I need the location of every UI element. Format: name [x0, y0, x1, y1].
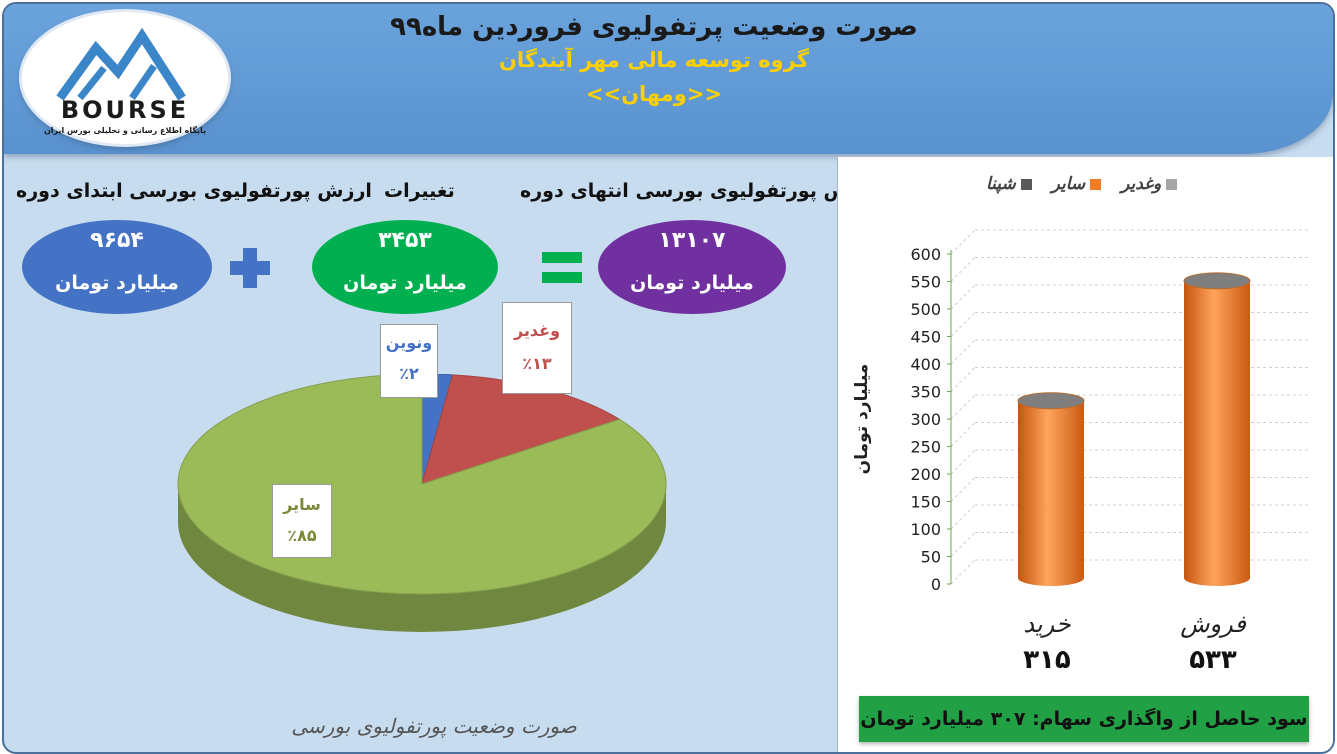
grid-side-line — [950, 339, 976, 365]
y-tick-label: 300 — [910, 410, 941, 429]
start-value-oval: ۹۶۵۴ میلیارد تومان — [22, 220, 212, 314]
callout-vghadir-name: وغدیر — [513, 321, 561, 340]
equals-icon — [540, 248, 584, 292]
y-tick-label: 100 — [910, 520, 941, 539]
realized-profit-banner: سود حاصل از واگذاری سهام: ۳۰۷ میلیارد تو… — [859, 696, 1309, 742]
bar-1 — [1184, 280, 1250, 586]
grid-side-line — [950, 422, 976, 447]
y-tick-label: 0 — [931, 575, 941, 594]
bar-top-0 — [1017, 392, 1085, 410]
grid-side-line — [950, 449, 976, 475]
y-tick-label: 350 — [910, 383, 941, 402]
header-banner: BOURSE پایگاه اطلاع رسانی و تحلیلی بورس … — [4, 4, 1333, 154]
bar-value-label-0: ۳۱۵ — [1023, 645, 1071, 675]
y-tick-label: 250 — [910, 438, 941, 457]
y-tick-label: 200 — [910, 465, 941, 484]
grid-side-line — [950, 257, 976, 282]
callout-sayer: سایر ٪۸۵ — [272, 484, 332, 558]
callout-sayer-pct: ٪۸۵ — [287, 526, 317, 545]
y-tick-label: 450 — [910, 328, 941, 347]
x-category-label-0: خرید — [1023, 610, 1071, 638]
change-value-unit: میلیارد تومان — [343, 272, 467, 294]
pie-side-2 — [178, 484, 666, 632]
bar-value-label-1: ۵۳۳ — [1189, 645, 1237, 675]
bar-0 — [1018, 400, 1084, 586]
start-value-unit: میلیارد تومان — [55, 272, 179, 294]
callout-vnovin: ونوین ٪۲ — [380, 324, 438, 398]
grid-side-line — [950, 367, 976, 392]
bar-chart-panel — [837, 157, 1333, 752]
change-value-oval: ۳۴۵۳ میلیارد تومان — [312, 220, 498, 314]
y-tick-label: 150 — [910, 493, 941, 512]
legend-label-sayer: سایر — [1051, 174, 1086, 194]
grid-side-line — [950, 532, 976, 557]
y-tick-label: 50 — [921, 548, 941, 567]
logo-tagline: پایگاه اطلاع رسانی و تحلیلی بورس ایران — [44, 125, 206, 136]
x-category-label-1: فروش — [1180, 610, 1246, 638]
bar-legend: وغدیر سایر شپنا — [986, 174, 1178, 194]
grid-side-line — [950, 229, 976, 255]
plus-icon — [228, 246, 272, 294]
legend-item-sayer: سایر — [1052, 174, 1102, 194]
grid-side-line — [950, 477, 976, 502]
callout-sayer-name: سایر — [283, 495, 321, 514]
callout-vghadir: وغدیر ٪۱۳ — [502, 302, 572, 394]
change-label: تغییرات — [384, 180, 455, 202]
grid-side-line — [950, 559, 976, 585]
grid-side-line — [950, 394, 976, 420]
end-value-unit: میلیارد تومان — [630, 272, 754, 294]
end-value: ۱۳۱۰۷ — [658, 228, 726, 253]
pie-caption: صورت وضعیت پورتفولیوی بورسی — [291, 714, 577, 738]
y-tick-label: 550 — [910, 273, 941, 292]
grid-side-line — [950, 312, 976, 337]
legend-swatch-shapna — [1020, 178, 1032, 190]
y-tick-label: 600 — [910, 245, 941, 264]
bourse-logo: BOURSE پایگاه اطلاع رسانی و تحلیلی بورس … — [22, 12, 228, 144]
end-value-label: ارزش پورتفولیوی بورسی انتهای دوره — [520, 180, 879, 202]
trade-bar-chart: 0 50 100 150 200 250 300 350 400 450 500 550 600 میلی… — [852, 229, 1309, 675]
grid-side-line — [950, 504, 976, 530]
logo-wordmark: BOURSE — [61, 96, 189, 124]
legend-swatch-sayer — [1090, 178, 1102, 190]
start-value: ۹۶۵۴ — [90, 228, 144, 253]
callout-vghadir-pct: ٪۱۳ — [522, 354, 552, 373]
legend-item-shapna: شپنا — [986, 174, 1032, 194]
legend-item-vghadir: وغدیر — [1121, 174, 1178, 194]
legend-label-shapna: شپنا — [986, 174, 1016, 194]
legend-label-vghadir: وغدیر — [1121, 174, 1162, 194]
legend-swatch-vghadir — [1166, 178, 1178, 190]
y-tick-label: 500 — [910, 300, 941, 319]
grid-side-line — [950, 284, 976, 310]
page-title: صورت وضعیت پرتفولیوی فروردین ماه۹۹ — [390, 12, 918, 42]
bar-top-1 — [1183, 272, 1251, 290]
callout-vnovin-name: ونوین — [385, 333, 433, 352]
page-subtitle: گروه توسعه مالی مهر آیندگان — [498, 48, 810, 72]
end-value-oval: ۱۳۱۰۷ میلیارد تومان — [598, 220, 786, 314]
y-tick-label: 400 — [910, 355, 941, 374]
ticker-label: <<ومهان>> — [585, 82, 723, 106]
start-value-label: ارزش پورتفولیوی بورسی ابتدای دوره — [16, 180, 372, 202]
y-axis-label: میلیارد تومان — [852, 364, 872, 475]
change-value: ۳۴۵۳ — [378, 228, 432, 253]
portfolio-pie-chart — [177, 374, 667, 632]
callout-vnovin-pct: ٪۲ — [399, 364, 419, 383]
